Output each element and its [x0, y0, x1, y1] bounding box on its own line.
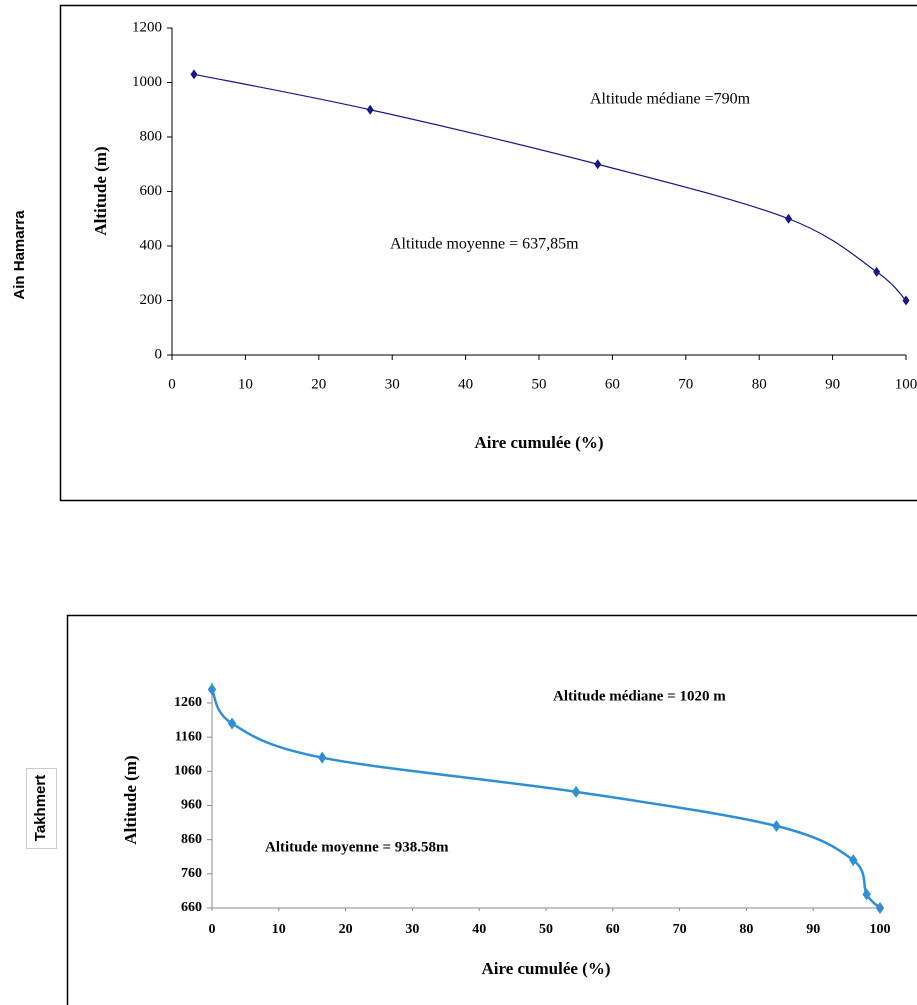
- y-tick-label: 800: [140, 128, 163, 144]
- x-tick-label: 50: [539, 922, 553, 937]
- point: [190, 69, 198, 80]
- point: [366, 104, 374, 115]
- x-tick-label: 30: [405, 922, 419, 937]
- y-tick-label: 860: [181, 832, 202, 847]
- y-axis-label: Altitude (m): [91, 146, 110, 235]
- x-tick-label: 90: [825, 376, 840, 392]
- x-tick-label: 0: [168, 376, 176, 392]
- x-tick-label: 80: [752, 376, 767, 392]
- y-tick-label: 1060: [174, 764, 202, 779]
- y-tick-label: 1000: [132, 74, 162, 90]
- y-tick-label: 600: [140, 183, 163, 199]
- point: [875, 902, 885, 914]
- y-tick-label: 660: [181, 900, 202, 915]
- x-tick-label: 90: [806, 922, 820, 937]
- point: [227, 717, 237, 730]
- point: [318, 751, 327, 764]
- point: [594, 159, 602, 170]
- y-tick-label: 200: [140, 292, 163, 308]
- annotation: Altitude moyenne = 637,85m: [390, 236, 579, 253]
- point: [785, 213, 793, 224]
- x-axis-label: Aire cumulée (%): [474, 433, 603, 452]
- line: [193, 73, 907, 301]
- x-tick-label: 100: [870, 922, 891, 937]
- y-axis-label: Altitude (m): [121, 755, 140, 844]
- side-label: Ain Hamarra: [11, 210, 28, 300]
- x-tick-label: 100: [895, 376, 917, 392]
- y-tick-label: 760: [181, 866, 202, 881]
- annotation: Altitude moyenne = 938.58m: [265, 839, 449, 855]
- point: [862, 888, 871, 901]
- x-tick-label: 10: [238, 376, 253, 392]
- side-label-box: [26, 768, 57, 849]
- point: [849, 854, 858, 867]
- x-tick-label: 0: [209, 922, 216, 937]
- chart-frame: [59, 4, 917, 502]
- x-axis-label: Aire cumulée (%): [481, 959, 610, 978]
- side-label: Takhmert: [32, 775, 49, 841]
- x-tick-label: 20: [311, 376, 326, 392]
- x-tick-label: 60: [605, 376, 620, 392]
- y-tick-label: 400: [140, 237, 163, 253]
- x-tick-label: 50: [532, 376, 547, 392]
- x-tick-label: 10: [272, 922, 286, 937]
- x-tick-label: 20: [339, 922, 353, 937]
- point: [873, 266, 881, 277]
- annotation: Altitude médiane =790m: [590, 91, 751, 108]
- y-tick-label: 1260: [174, 695, 202, 710]
- y-tick-label: 0: [155, 346, 163, 362]
- x-tick-label: 30: [385, 376, 400, 392]
- point: [772, 820, 781, 832]
- point: [571, 785, 581, 798]
- x-tick-label: 70: [673, 922, 687, 937]
- y-tick-label: 1200: [132, 19, 162, 35]
- x-tick-label: 70: [678, 376, 693, 392]
- point: [207, 683, 217, 696]
- x-tick-label: 40: [472, 922, 486, 937]
- x-tick-label: 60: [606, 922, 620, 937]
- x-tick-label: 80: [739, 922, 753, 937]
- x-tick-label: 40: [458, 376, 473, 392]
- line: [210, 688, 881, 909]
- y-tick-label: 960: [181, 798, 202, 813]
- chart-frame: [66, 614, 917, 1005]
- annotation: Altitude médiane = 1020 m: [553, 688, 726, 704]
- y-tick-label: 1160: [175, 729, 202, 744]
- point: [902, 295, 910, 306]
